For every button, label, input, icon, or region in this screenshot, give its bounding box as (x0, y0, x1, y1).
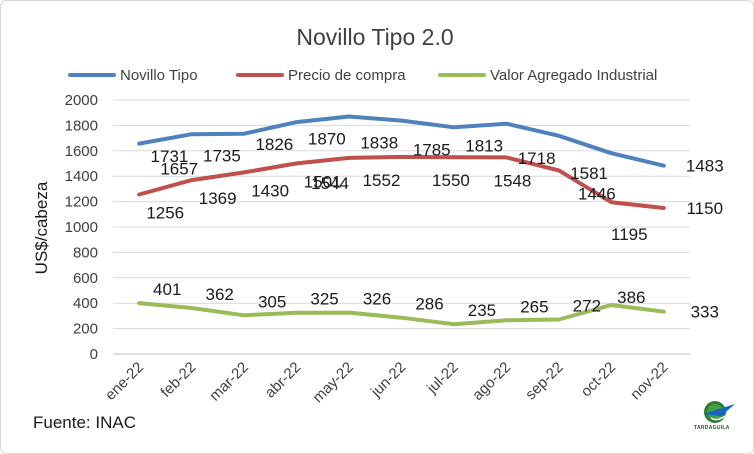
data-label: 362 (205, 285, 233, 304)
y-axis-ticks: 0 200 400 600 800 1000 1200 1400 1600 1800 2000 (65, 92, 98, 363)
series-lines (137, 114, 666, 327)
data-label: 333 (691, 303, 719, 322)
series-line (137, 154, 666, 210)
data-label: 1369 (199, 189, 237, 208)
data-label: 326 (363, 290, 391, 309)
data-label: 1718 (518, 149, 556, 168)
data-label: 1150 (686, 199, 723, 218)
legend-label: Valor Agregado Industrial (490, 67, 657, 84)
data-label: 1870 (308, 130, 346, 149)
data-label: 305 (258, 292, 286, 311)
data-label: 1430 (251, 181, 289, 200)
data-label: 1657 (160, 160, 198, 179)
data-label: 1785 (413, 140, 451, 159)
y-tick-label: 1600 (65, 143, 98, 160)
y-tick-label: 1000 (65, 219, 98, 236)
x-tick-label: ago-22 (469, 359, 514, 404)
legend: Novillo Tipo Precio de compra Valor Agrega… (68, 67, 657, 84)
data-label: 325 (310, 290, 338, 309)
x-tick-label: jun-22 (367, 359, 409, 401)
data-label: 1550 (432, 171, 470, 190)
data-label: 272 (573, 296, 601, 315)
y-tick-label: 1800 (65, 117, 98, 134)
source-note: Fuente: INAC (33, 413, 136, 432)
x-tick-label: mar-22 (206, 359, 252, 405)
data-label: 286 (415, 295, 443, 314)
data-label: 235 (468, 301, 496, 320)
data-label: 1195 (611, 225, 648, 244)
x-axis-ticks: ene-22 feb-22 mar-22 abr-22 may-22 jun-22 jul-… (102, 359, 672, 406)
x-tick-label: abr-22 (262, 359, 305, 402)
data-label: 1446 (578, 184, 616, 203)
data-label: 1735 (203, 147, 241, 166)
data-label: 1483 (686, 157, 724, 176)
x-tick-label: jul-22 (423, 359, 462, 398)
data-label: 1838 (360, 134, 398, 153)
y-tick-label: 600 (73, 270, 98, 287)
data-label: 386 (617, 288, 645, 307)
x-tick-label: oct-22 (578, 359, 620, 401)
data-label: 1548 (493, 171, 531, 190)
legend-label: Novillo Tipo (120, 67, 198, 84)
x-tick-label: may-22 (309, 359, 356, 406)
series-line (137, 114, 666, 168)
y-tick-label: 1400 (65, 168, 98, 185)
data-label: 1581 (570, 164, 608, 183)
y-tick-label: 200 (73, 321, 98, 338)
x-tick-label: ene-22 (102, 359, 147, 404)
data-label: 401 (153, 280, 181, 299)
data-label: 1501 (304, 172, 342, 191)
y-tick-label: 800 (73, 244, 98, 261)
tardaguila-logo (703, 401, 735, 423)
data-label: 1544 (311, 174, 349, 193)
x-tick-label: feb-22 (157, 359, 199, 401)
logo-text: TARDAGUILA (694, 425, 730, 431)
data-label: 1256 (146, 203, 184, 222)
y-tick-label: 1200 (65, 194, 98, 211)
data-label: 265 (520, 297, 548, 316)
legend-label: Precio de compra (288, 67, 406, 84)
series-line (137, 301, 666, 327)
y-tick-label: 2000 (65, 92, 98, 109)
data-label: 1552 (363, 171, 401, 190)
data-label: 1813 (465, 137, 503, 156)
x-tick-label: nov-22 (627, 359, 671, 403)
y-axis-label: US$/cabeza (32, 181, 51, 274)
x-tick-label: sep-22 (522, 359, 566, 403)
y-tick-label: 0 (90, 346, 98, 363)
data-label: 1826 (255, 135, 293, 154)
data-label: 1731 (151, 147, 189, 166)
chart-title: Novillo Tipo 2.0 (296, 24, 453, 50)
y-tick-label: 400 (73, 295, 98, 312)
